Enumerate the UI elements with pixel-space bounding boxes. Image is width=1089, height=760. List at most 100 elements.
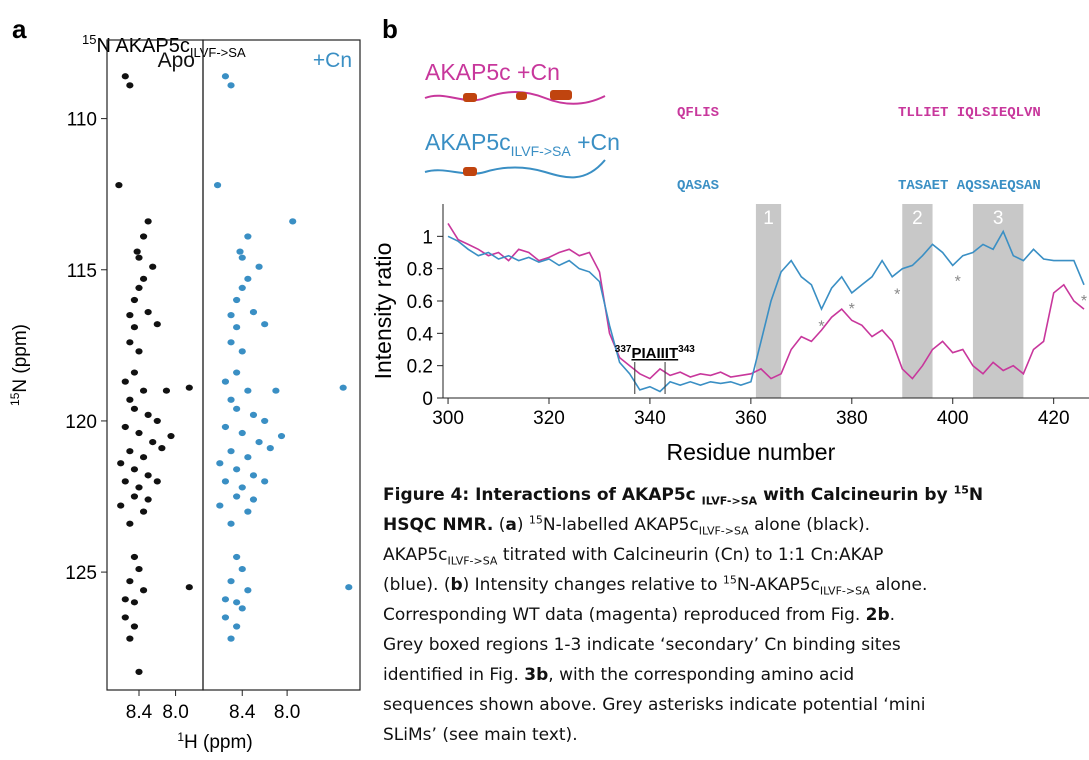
peak [249,496,258,503]
caption-text: ) [516,515,529,535]
x-tick-label: 360 [735,408,767,429]
peak [126,578,134,585]
caption-text: N-labelled AKAP5c [542,515,699,535]
cartoon-motif [550,90,572,100]
peak [266,445,274,452]
caption-text: HSQC NMR. [383,515,494,535]
caption-text: AKAP5c [383,545,448,565]
y-tick-label: 120 [65,412,97,433]
peak [261,417,269,425]
y-tick-label: 125 [65,563,97,584]
caption-text: 2b [865,605,890,625]
peak [289,218,297,225]
y-tick-label: 1 [422,227,433,248]
caption-text: with Calcineurin by [757,485,954,505]
y-tick-label: 115 [67,261,97,282]
peak [233,405,241,412]
peak [227,578,235,585]
motif-start: 337 [615,344,632,355]
peak [233,369,241,376]
y-tick-label: 0.8 [407,260,433,281]
caption-text: Corresponding WT data (magenta) reproduc… [383,605,866,625]
cartoon-motif [463,167,477,176]
peak [238,284,246,292]
caption-text: alone. [869,575,928,595]
peak [238,348,246,355]
peak [244,275,252,282]
peak [233,599,241,606]
peak [130,599,139,606]
peak [227,82,235,89]
peak [167,432,175,440]
peak [126,312,134,319]
y-axis-label: 15N (ppm) [8,324,31,406]
superscript: 15 [953,483,969,497]
axis-label-text: H (ppm) [184,732,253,753]
peak [121,423,129,431]
peak [227,312,235,319]
peak [238,254,246,261]
asterisk: * [1081,293,1087,310]
peak [130,296,139,304]
x-tick-label: 320 [533,408,565,429]
peak [135,254,143,261]
caption-text: . [889,605,896,625]
peak [221,378,230,385]
plot-frame [202,39,361,691]
peak [144,472,152,479]
peak [126,448,134,455]
peak [221,423,230,431]
peak [277,432,286,440]
legend-text: +Cn [571,129,620,155]
peak [135,348,143,355]
asterisk: * [955,273,961,290]
caption-text: Grey boxed regions 1-3 indicate ‘seconda… [383,635,901,655]
peak [221,596,230,603]
cartoon [424,159,606,179]
peak [261,321,269,328]
motif-label: 337PIAIIIT343 [615,344,695,362]
region [972,204,1024,398]
peak [261,478,269,485]
peak [221,478,230,485]
peak [139,233,148,240]
caption-text: b [450,575,463,595]
peak [272,387,280,394]
sequence: QASAS [677,178,719,194]
peak [221,73,230,80]
peak [144,218,152,225]
peak [227,339,235,346]
peak [233,493,241,500]
peak [238,605,246,612]
peak [135,668,143,675]
peak [144,308,152,316]
peak [135,429,143,437]
peak [130,405,139,412]
x-axis-label: Residue number [666,439,835,465]
caption-text: 3b [524,665,549,685]
caption-text: N-AKAP5c [736,575,820,595]
subscript: ILVF->SA [447,554,498,568]
x-tick-label: 8.4 [126,702,153,723]
peak [121,614,129,621]
x-tick-label: 8.0 [274,702,300,723]
sequence: TASAET AQSSAEQSAN [898,178,1041,194]
peak [135,565,143,573]
peak [233,296,241,304]
peak [135,484,143,491]
asterisk: * [894,286,900,303]
series-line [447,222,1085,380]
peak [135,284,143,292]
peak [255,438,263,446]
peak [233,324,241,331]
spectrum-label: Apo [158,49,195,72]
peak [153,417,161,425]
x-tick-label: 400 [937,408,969,429]
peak [153,321,161,328]
peak [244,233,252,240]
peak [130,553,139,561]
peak [153,478,161,485]
caption-text: a [505,515,517,535]
superscript: 15 [722,573,737,587]
x-tick-label: 340 [634,408,666,429]
